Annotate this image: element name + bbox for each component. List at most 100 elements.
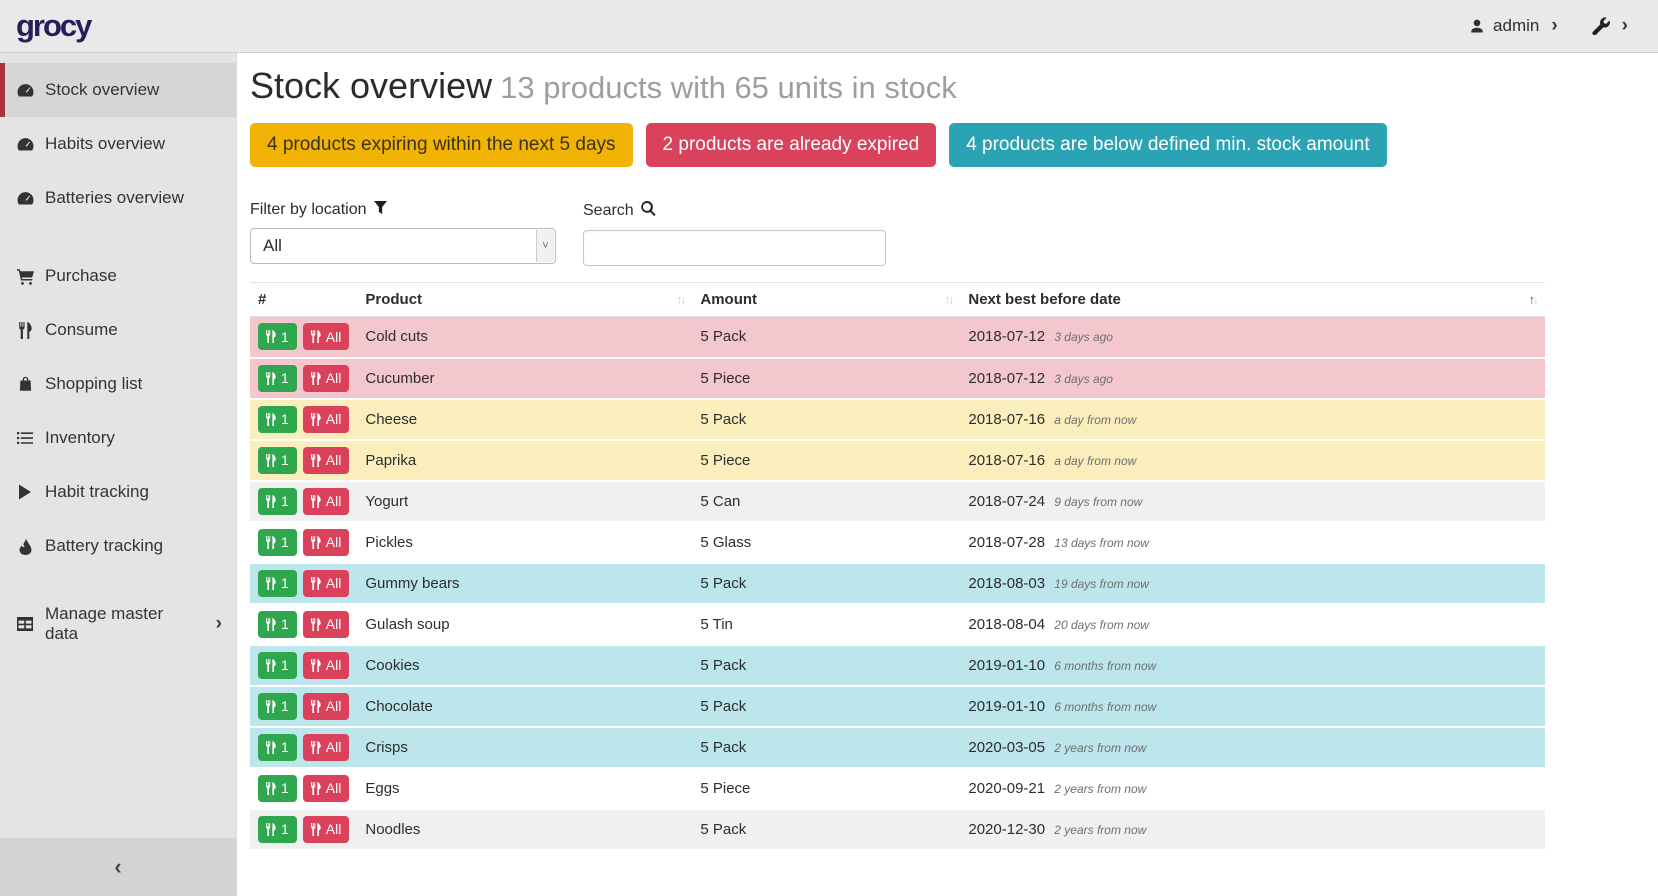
best-before-date: 2018-07-12	[968, 328, 1045, 345]
consume-one-button[interactable]: 1	[258, 570, 297, 597]
collapse-chevron-icon: ‹	[114, 854, 121, 880]
consume-one-button[interactable]: 1	[258, 734, 297, 761]
settings-menu[interactable]: ›	[1592, 15, 1628, 37]
filter-funnel-icon	[374, 201, 387, 219]
consume-one-button[interactable]: 1	[258, 693, 297, 720]
top-navbar: grocy admin › ›	[0, 0, 1658, 53]
amount-value: 5 Pack	[700, 411, 746, 428]
consume-one-button[interactable]: 1	[258, 816, 297, 843]
sidebar-item-habit-tracking[interactable]: Habit tracking	[0, 465, 236, 519]
best-before-date: 2018-07-12	[968, 370, 1045, 387]
column-header-best-before[interactable]: Next best before date ↑↓	[960, 283, 1545, 317]
sort-icon[interactable]: ↑↓	[676, 292, 684, 306]
consume-all-button[interactable]: All	[303, 447, 350, 474]
table-icon	[16, 617, 34, 631]
sidebar-collapse-button[interactable]: ‹	[0, 838, 236, 896]
user-menu-caret-icon: ›	[1551, 15, 1557, 37]
search-input[interactable]	[583, 230, 886, 266]
amount-value: 5 Pack	[700, 575, 746, 592]
best-before-date: 2018-07-28	[968, 534, 1045, 551]
table-row: 1 All Cucumber 5 Piece 2018-07-12 3 days…	[250, 358, 1545, 399]
location-select-value: All	[263, 236, 282, 256]
date-relative-note: 3 days ago	[1054, 330, 1113, 344]
consume-one-button[interactable]: 1	[258, 775, 297, 802]
consume-one-button[interactable]: 1	[258, 611, 297, 638]
app-logo[interactable]: grocy	[16, 8, 90, 44]
consume-all-button[interactable]: All	[303, 611, 350, 638]
sort-icon-active[interactable]: ↑↓	[1529, 292, 1537, 306]
sidebar-item-label: Inventory	[45, 428, 115, 448]
consume-all-button[interactable]: All	[303, 734, 350, 761]
date-relative-note: a day from now	[1054, 454, 1136, 468]
page-subtitle: 13 products with 65 units in stock	[500, 70, 957, 105]
sidebar-item-label: Shopping list	[45, 374, 142, 394]
sidebar-item-purchase[interactable]: Purchase	[0, 249, 236, 303]
consume-all-button[interactable]: All	[303, 365, 350, 392]
column-header-amount[interactable]: Amount ↑↓	[692, 283, 960, 317]
consume-one-button[interactable]: 1	[258, 365, 297, 392]
amount-value: 5 Piece	[700, 370, 750, 387]
date-relative-note: 6 months from now	[1054, 659, 1156, 673]
product-name: Chocolate	[365, 698, 433, 715]
sidebar-item-batteries-overview[interactable]: Batteries overview	[0, 171, 236, 225]
alert-expiring[interactable]: 4 products expiring within the next 5 da…	[250, 123, 633, 167]
table-row: 1 All Gulash soup 5 Tin 2018-08-04 20 da…	[250, 604, 1545, 645]
sidebar: Stock overview Habits overview Batteries…	[0, 53, 237, 896]
sidebar-item-habits-overview[interactable]: Habits overview	[0, 117, 236, 171]
sidebar-item-label: Batteries overview	[45, 188, 184, 208]
sidebar-item-label: Habits overview	[45, 134, 165, 154]
consume-one-button[interactable]: 1	[258, 488, 297, 515]
gauge-icon	[16, 137, 34, 152]
best-before-date: 2018-07-16	[968, 411, 1045, 428]
location-filter-label: Filter by location	[250, 201, 556, 219]
consume-all-button[interactable]: All	[303, 816, 350, 843]
location-select[interactable]: All ˅	[250, 228, 556, 264]
consume-all-button[interactable]: All	[303, 570, 350, 597]
best-before-date: 2019-01-10	[968, 698, 1045, 715]
consume-one-button[interactable]: 1	[258, 652, 297, 679]
consume-all-button[interactable]: All	[303, 529, 350, 556]
sidebar-item-shopping-list[interactable]: Shopping list	[0, 357, 236, 411]
consume-one-button[interactable]: 1	[258, 406, 297, 433]
sidebar-item-inventory[interactable]: Inventory	[0, 411, 236, 465]
sidebar-item-consume[interactable]: Consume	[0, 303, 236, 357]
alert-below-min-stock[interactable]: 4 products are below defined min. stock …	[949, 123, 1386, 167]
sidebar-item-manage-master-data[interactable]: Manage master data ›	[0, 597, 236, 651]
product-name: Yogurt	[365, 493, 408, 510]
main-content: Stock overview13 products with 65 units …	[237, 53, 1658, 896]
table-row: 1 All Yogurt 5 Can 2018-07-24 9 days fro…	[250, 481, 1545, 522]
shopping-bag-icon	[16, 376, 34, 392]
table-row: 1 All Cookies 5 Pack 2019-01-10 6 months…	[250, 645, 1545, 686]
consume-one-button[interactable]: 1	[258, 323, 297, 350]
alert-expired[interactable]: 2 products are already expired	[646, 123, 937, 167]
consume-all-button[interactable]: All	[303, 488, 350, 515]
consume-all-button[interactable]: All	[303, 323, 350, 350]
date-relative-note: 2 years from now	[1054, 741, 1146, 755]
amount-value: 5 Piece	[700, 452, 750, 469]
consume-all-button[interactable]: All	[303, 406, 350, 433]
product-name: Noodles	[365, 821, 420, 838]
consume-one-button[interactable]: 1	[258, 447, 297, 474]
best-before-date: 2019-01-10	[968, 657, 1045, 674]
consume-all-button[interactable]: All	[303, 693, 350, 720]
product-name: Crisps	[365, 739, 408, 756]
date-relative-note: a day from now	[1054, 413, 1136, 427]
sidebar-item-stock-overview[interactable]: Stock overview	[0, 63, 236, 117]
sidebar-item-label: Purchase	[45, 266, 117, 286]
column-header-product[interactable]: Product ↑↓	[357, 283, 692, 317]
consume-all-button[interactable]: All	[303, 775, 350, 802]
amount-value: 5 Can	[700, 493, 740, 510]
sidebar-item-battery-tracking[interactable]: Battery tracking	[0, 519, 236, 573]
consume-one-button[interactable]: 1	[258, 529, 297, 556]
user-menu[interactable]: admin ›	[1469, 15, 1558, 37]
consume-all-button[interactable]: All	[303, 652, 350, 679]
product-name: Paprika	[365, 452, 416, 469]
table-row: 1 All Chocolate 5 Pack 2019-01-10 6 mont…	[250, 686, 1545, 727]
user-icon	[1469, 18, 1485, 34]
sort-icon[interactable]: ↑↓	[944, 292, 952, 306]
username-label: admin	[1493, 16, 1539, 36]
settings-menu-caret-icon: ›	[1622, 15, 1628, 37]
table-row: 1 All Cold cuts 5 Pack 2018-07-12 3 days…	[250, 317, 1545, 358]
search-label-text: Search	[583, 202, 634, 220]
date-relative-note: 13 days from now	[1054, 536, 1149, 550]
